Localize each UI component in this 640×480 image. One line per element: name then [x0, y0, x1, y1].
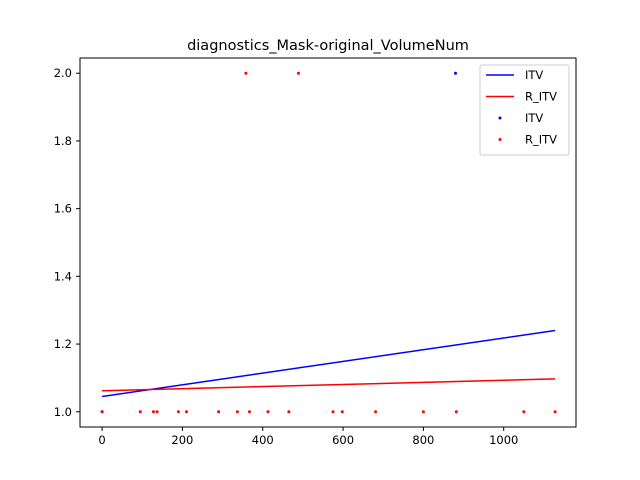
- data-point-r-itv: [266, 410, 270, 414]
- data-point-r-itv: [100, 410, 104, 414]
- y-tick-label: 1.0: [54, 405, 72, 419]
- data-point-r-itv: [176, 410, 180, 414]
- axes: 0 200 400 600 800 1000 1.0 1.2 1.4 1.6 1.8 2.0: [54, 57, 577, 447]
- x-tick-label: 400: [252, 433, 274, 447]
- legend-marker-r-itv: [498, 138, 502, 141]
- x-tick-label: 1000: [489, 433, 518, 447]
- axes-frame: [79, 57, 577, 428]
- chart-title: diagnostics_Mask-original_VolumeNum: [187, 38, 469, 54]
- data-point-r-itv: [244, 71, 248, 75]
- legend-label-r-itv: R_ITV: [525, 90, 557, 104]
- y-tick-label: 1.6: [54, 202, 72, 216]
- legend-marker-itv: [498, 116, 502, 120]
- plot-area: [100, 71, 557, 414]
- data-point-r-itv: [247, 410, 251, 414]
- data-point-r-itv: [138, 410, 142, 414]
- data-point-r-itv: [151, 410, 155, 414]
- data-point-r-itv: [421, 410, 425, 414]
- data-point-itv: [454, 71, 458, 75]
- legend-label-itv: ITV: [525, 68, 543, 82]
- legend-label-r-itv: R_ITV: [525, 133, 557, 147]
- data-point-r-itv: [296, 71, 300, 75]
- x-tick-label: 600: [332, 433, 354, 447]
- series-line-r-itv: [102, 378, 556, 392]
- data-point-r-itv: [217, 410, 221, 414]
- data-point-r-itv: [553, 410, 557, 414]
- x-tick-label: 200: [171, 433, 193, 447]
- x-tick-label: 800: [412, 433, 434, 447]
- data-point-r-itv: [522, 410, 526, 414]
- legend: ITV R_ITV ITV R_ITV: [479, 64, 570, 156]
- legend-label-itv: ITV: [525, 111, 543, 125]
- x-tick-label: 0: [98, 433, 105, 447]
- series-line-itv: [101, 329, 556, 398]
- y-tick-label: 1.4: [54, 269, 72, 283]
- y-tick-label: 1.2: [54, 337, 72, 351]
- data-point-r-itv: [374, 410, 378, 414]
- data-point-r-itv: [340, 410, 344, 414]
- data-point-r-itv: [287, 410, 291, 414]
- y-tick-label: 1.8: [54, 134, 72, 148]
- data-point-r-itv: [184, 410, 188, 414]
- data-point-r-itv: [454, 410, 458, 414]
- data-point-r-itv: [155, 410, 159, 414]
- y-tick-label: 2.0: [54, 66, 72, 80]
- data-point-r-itv: [235, 410, 239, 414]
- data-point-r-itv: [331, 410, 335, 414]
- legend-box: [479, 64, 570, 156]
